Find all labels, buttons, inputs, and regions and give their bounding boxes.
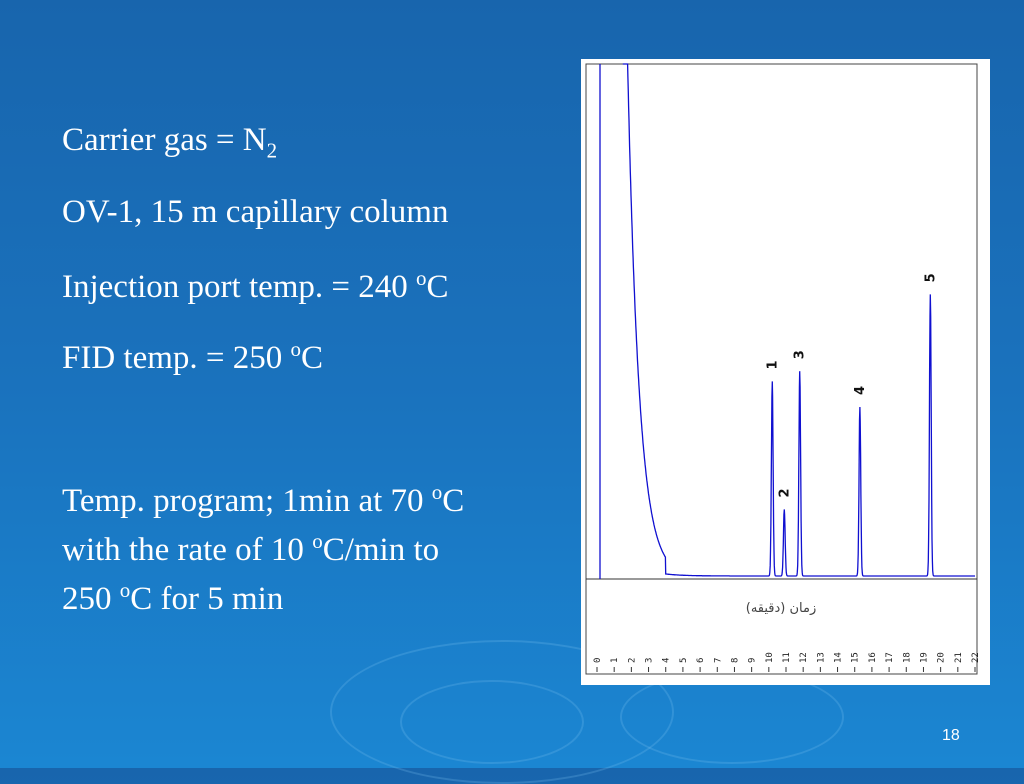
- x-tick-label: 0: [593, 658, 603, 663]
- peak-label: 2: [777, 488, 792, 497]
- x-tick-label: 9: [748, 658, 758, 663]
- column-text: OV-1, 15 m capillary column: [62, 194, 449, 230]
- x-tick-label: 10: [765, 652, 775, 663]
- x-tick-label: 4: [662, 658, 672, 663]
- carrier-gas-text: Carrier gas = N2: [62, 122, 278, 163]
- x-tick-label: 14: [834, 652, 844, 663]
- x-tick-label: 3: [645, 658, 655, 663]
- peak-label: 3: [793, 350, 808, 359]
- x-tick-label: 20: [937, 652, 947, 663]
- x-tick-label: 5: [679, 658, 689, 663]
- temp-program-line-1: Temp. program; 1min at 70 oC: [62, 480, 465, 519]
- x-axis-label: زمان (دقیقه): [746, 601, 817, 616]
- chromatogram-svg: زمان (دقیقه) 0 1 2 3 4 5 6 7 8 9 10 11 12 13 14 15 16 17 1…: [585, 63, 981, 675]
- chromatogram-trace: [622, 63, 975, 577]
- x-tick-label: 22: [971, 652, 981, 663]
- x-tick-label: 13: [816, 652, 826, 663]
- x-tick-label: 7: [713, 658, 723, 663]
- x-tick-label: 17: [885, 652, 895, 663]
- x-tick-label: 1: [610, 658, 620, 663]
- peak-label: 1: [765, 360, 780, 369]
- x-tick-label: 18: [902, 652, 912, 663]
- x-tick-label: 21: [954, 652, 964, 663]
- x-tick-label: 16: [868, 652, 878, 663]
- ripple-decoration: [400, 680, 584, 764]
- chromatogram: زمان (دقیقه) 0 1 2 3 4 5 6 7 8 9 10 11 12 13 14 15 16 17 1…: [581, 59, 990, 685]
- x-tick-label: 12: [799, 652, 809, 663]
- slide-number: 18: [942, 727, 960, 744]
- x-tick-label: 6: [696, 658, 706, 663]
- injection-temp-text: Injection port temp. = 240 oC: [62, 266, 449, 305]
- peak-label: 5: [923, 273, 938, 282]
- x-tick-label: 15: [851, 652, 861, 663]
- fid-temp-text: FID temp. = 250 oC: [62, 337, 324, 376]
- plot-frame: [585, 63, 978, 675]
- x-tick-label: 11: [782, 652, 792, 663]
- temp-program-line-2: with the rate of 10 oC/min to: [62, 529, 440, 568]
- x-tick-label: 19: [919, 652, 929, 663]
- peak-label: 4: [853, 386, 868, 395]
- x-tick-label: 8: [730, 658, 740, 663]
- x-tick-label: 2: [627, 658, 637, 663]
- temp-program-line-3: 250 oC for 5 min: [62, 578, 284, 617]
